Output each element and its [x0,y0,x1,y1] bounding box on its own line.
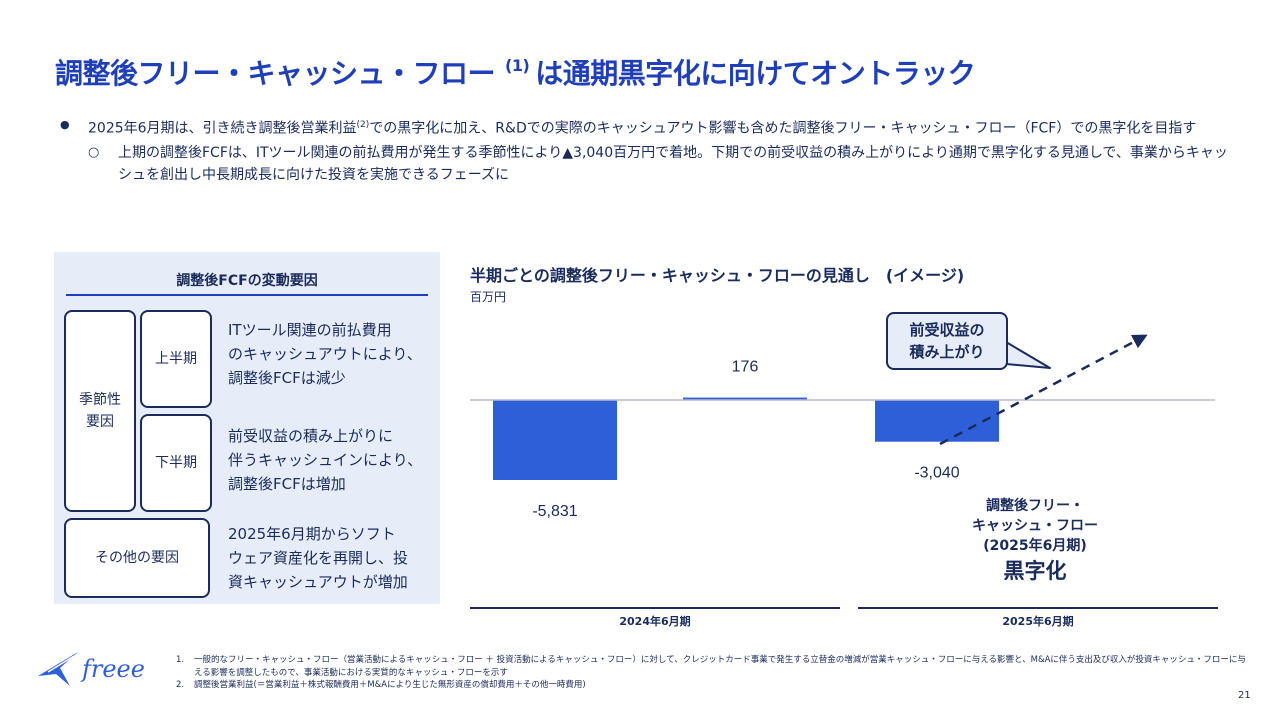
bar-2 [875,400,999,442]
chart-unit-label: 百万円 [470,290,507,304]
bar-1 [683,397,807,400]
callout-tail [1005,341,1051,369]
bullet-list: 2025年6月期は、引き続き調整後営業利益(2)での黒字化に加え、R&Dでの実際… [60,114,1230,186]
footnote-2: 2. 調整後営業利益(＝営業利益＋株式報酬費用＋M&Aにより生じた無形資産の償却費… [176,680,586,690]
page-number: 21 [1238,690,1251,701]
period-line-2024 [470,607,840,609]
deferred-revenue-callout: 前受収益の 積み上がり [886,312,1008,370]
freee-logo: freee [34,646,164,694]
bar-0 [493,400,617,480]
fcf-bar-chart: -5,831 176 -3,040 [470,334,1215,520]
period-line-2025 [858,607,1218,609]
svg-text:freee: freee [80,655,145,683]
trend-arrow [939,334,1148,446]
period-label-2024: 2024年6月期 [619,615,691,628]
chart-title: 半期ごとの調整後フリー・キャッシュ・フローの見通し (イメージ) [470,266,965,285]
panel-divider [66,294,428,296]
fcf-factors-panel: 調整後FCFの変動要因 季節性 要因 上半期 下半期 その他の要因 ITツール関… [54,252,440,604]
other-factor-desc: 2025年6月期からソフト ウェア資産化を再開し、投 資キャッシュアウトが増加 [228,525,409,591]
period-label-2025: 2025年6月期 [1002,615,1074,628]
footnote-1: 1. 一般的なフリー・キャッシュ・フロー（営業活動によるキャッシュ・フロー ＋ 投… [176,655,1246,678]
outlook-note: 調整後フリー・ キャッシュ・フロー (2025年6月期) 黒字化 [960,496,1110,586]
bullet-1: 2025年6月期は、引き続き調整後営業利益(2)での黒字化に加え、R&Dでの実際… [60,114,1230,140]
seasonal-factor-box: 季節性 要因 [64,310,136,512]
bar-value-label-0: -5,831 [532,503,577,520]
bullet-1-sub: 上期の調整後FCFは、ITツール関連の前払費用が発生する季節性により▲3,040… [60,142,1230,186]
bar-value-label-1: 176 [732,359,759,376]
bar-value-label-2: -3,040 [914,465,959,482]
first-half-box: 上半期 [140,310,212,408]
first-half-desc: ITツール関連の前払費用 のキャッシュアウトにより、 調整後FCFは減少 [228,321,422,387]
panel-title: 調整後FCFの変動要因 [176,273,318,289]
footnotes: 1. 一般的なフリー・キャッシュ・フロー（営業活動によるキャッシュ・フロー ＋ 投… [176,654,1246,692]
second-half-box: 下半期 [140,414,212,512]
second-half-desc: 前受収益の積み上がりに 伴うキャッシュインにより、 調整後FCFは増加 [228,427,423,493]
bird-icon: freee [38,652,145,686]
page-title: 調整後フリー・キャッシュ・フロー (1) は通期黒字化に向けてオントラック [55,56,976,90]
profitability-label: 黒字化 [1003,559,1067,583]
other-factor-box: その他の要因 [64,518,210,598]
